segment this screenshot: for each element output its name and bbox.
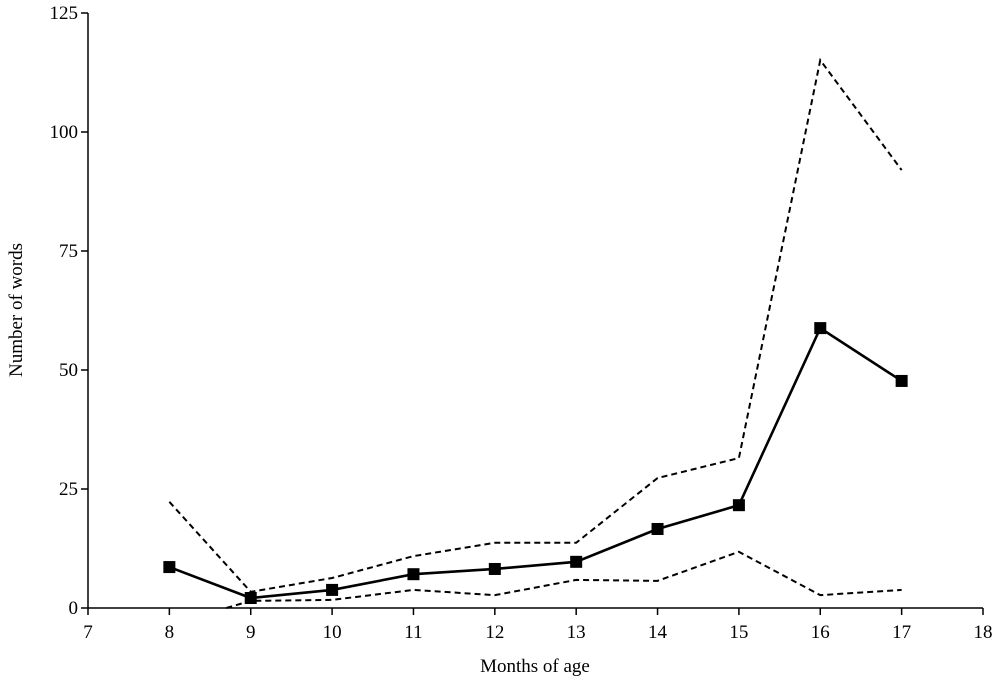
x-tick-label: 17 — [892, 622, 911, 643]
marker — [163, 561, 176, 574]
marker — [814, 322, 827, 335]
y-tick-label: 125 — [50, 3, 79, 24]
x-tick-label: 8 — [165, 622, 175, 643]
x-tick-label: 18 — [974, 622, 993, 643]
marker — [732, 499, 745, 512]
x-tick-label: 9 — [246, 622, 256, 643]
marker — [326, 583, 339, 596]
x-tick-label: 10 — [323, 622, 342, 643]
y-tick-label: 25 — [59, 479, 78, 500]
x-tick-label: 7 — [83, 622, 93, 643]
x-tick-label: 14 — [648, 622, 668, 643]
x-axis-label: Months of age — [480, 656, 590, 677]
x-tick-label: 15 — [729, 622, 748, 643]
x-tick-label: 16 — [811, 622, 830, 643]
y-tick-label: 50 — [59, 360, 78, 381]
series-line — [226, 550, 902, 609]
marker — [651, 522, 664, 535]
series-line — [168, 326, 903, 600]
marker — [895, 374, 908, 387]
y-tick-label: 0 — [69, 598, 79, 619]
y-axis-label: Number of words — [6, 243, 27, 377]
marker — [407, 568, 420, 581]
series-line — [168, 57, 903, 593]
x-tick-label: 11 — [404, 622, 422, 643]
x-tick-label: 13 — [567, 622, 586, 643]
x-tick-label: 12 — [485, 622, 504, 643]
marker — [488, 562, 501, 575]
marker — [570, 555, 583, 568]
y-tick-label: 75 — [59, 241, 78, 262]
y-tick-label: 100 — [50, 122, 79, 143]
